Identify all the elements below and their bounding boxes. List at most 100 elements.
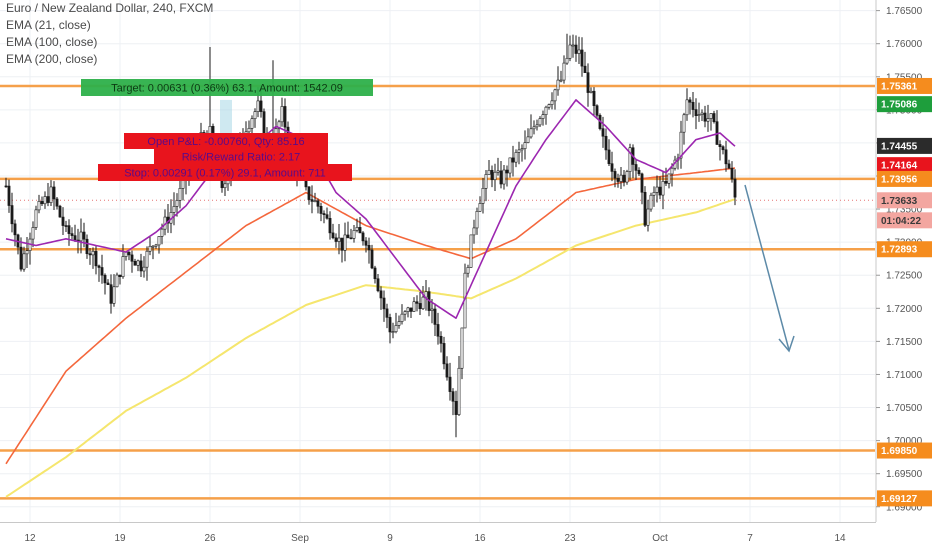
candle-body bbox=[694, 109, 698, 116]
candle-body bbox=[46, 196, 50, 203]
ema100-path[interactable] bbox=[5, 167, 736, 465]
ema21-path[interactable] bbox=[5, 99, 736, 319]
price-tick-label: 1.71000 bbox=[886, 370, 923, 381]
price-tick-label: 1.70500 bbox=[886, 403, 923, 414]
candle-body bbox=[475, 211, 479, 229]
candle-body bbox=[691, 101, 695, 110]
price-tag-bg bbox=[877, 212, 932, 229]
candle-body bbox=[22, 253, 26, 270]
price-tick-label: 1.76500 bbox=[886, 6, 923, 17]
candle-body bbox=[469, 234, 473, 268]
legend-ema100[interactable]: EMA (100, close) bbox=[6, 35, 98, 49]
candle-body bbox=[625, 171, 629, 183]
price-tag-label: 1.73633 bbox=[881, 196, 918, 207]
time-axis[interactable]: 12 19 26 Sep 9 16 23 Oct 7 14 bbox=[0, 522, 876, 550]
candle-body bbox=[490, 169, 494, 181]
candle-body bbox=[358, 227, 362, 234]
price-tick-label: 1.70000 bbox=[886, 436, 923, 447]
time-tick-label: 19 bbox=[114, 533, 126, 544]
candle-body bbox=[355, 227, 359, 231]
candle-body bbox=[139, 260, 143, 272]
candle-body bbox=[517, 149, 521, 153]
time-tick-label: 26 bbox=[204, 533, 216, 544]
candle-body bbox=[664, 181, 668, 184]
candle-body bbox=[652, 192, 656, 196]
candle-body bbox=[172, 206, 176, 213]
candle-body bbox=[415, 301, 419, 304]
price-tick-label: 1.69000 bbox=[886, 502, 923, 513]
candle-body bbox=[412, 301, 416, 312]
candle-body bbox=[493, 171, 497, 181]
price-tag-label: 1.73956 bbox=[881, 174, 918, 185]
candle-body bbox=[382, 297, 386, 310]
ema200-path[interactable] bbox=[5, 198, 736, 498]
candle-body bbox=[337, 237, 341, 242]
price-tag-bg bbox=[877, 192, 932, 209]
candle-body bbox=[655, 186, 659, 193]
position-shading bbox=[220, 99, 232, 140]
candle-body bbox=[487, 169, 491, 175]
price-tag-bg bbox=[877, 241, 932, 258]
candle-body bbox=[634, 164, 638, 171]
candle-body bbox=[589, 90, 593, 93]
candle-body bbox=[532, 126, 536, 130]
candle-body bbox=[223, 183, 227, 189]
candle-body bbox=[145, 250, 149, 268]
candle-body bbox=[547, 104, 551, 108]
price-axis[interactable]: 1.765001.760001.755001.750001.745001.740… bbox=[875, 0, 932, 550]
candle-body bbox=[97, 265, 101, 268]
target-label: Target: 0.00631 (0.36%) 63.1, Amount: 15… bbox=[111, 83, 343, 95]
candle-body bbox=[667, 173, 671, 184]
candle-body bbox=[610, 163, 614, 172]
price-tick-label: 1.72000 bbox=[886, 304, 923, 315]
candle-body bbox=[34, 209, 38, 228]
candle-body bbox=[121, 256, 125, 277]
candle-body bbox=[445, 363, 449, 378]
candle-body bbox=[481, 188, 485, 204]
projection-arrow[interactable] bbox=[744, 184, 795, 353]
candle-body bbox=[421, 296, 425, 310]
candle-body bbox=[316, 200, 320, 207]
candle-body bbox=[640, 173, 644, 193]
chart-title[interactable]: Euro / New Zealand Dollar, 240, FXCM bbox=[6, 1, 214, 15]
candle-body bbox=[556, 79, 560, 91]
legend-ema21[interactable]: EMA (21, close) bbox=[6, 18, 91, 32]
candle-body bbox=[262, 111, 266, 137]
price-tick-label: 1.76000 bbox=[886, 39, 923, 50]
candle-body bbox=[256, 100, 260, 112]
candle-body bbox=[154, 244, 158, 247]
candle-body bbox=[52, 186, 56, 200]
candle-body bbox=[700, 112, 704, 115]
price-tag-label: 1.74164 bbox=[881, 161, 918, 172]
legend-ema200[interactable]: EMA (200, close) bbox=[6, 52, 98, 66]
stop-box[interactable]: Open P&L: -0.00760, Qty: 85.16 Risk/Rewa… bbox=[98, 133, 352, 181]
candle-body bbox=[601, 128, 605, 137]
candle-body bbox=[58, 205, 62, 218]
candle-body bbox=[370, 249, 374, 269]
candle-body bbox=[484, 174, 488, 189]
candle-body bbox=[361, 232, 365, 242]
price-tag-bg bbox=[877, 170, 932, 187]
candle-body bbox=[727, 163, 731, 169]
candle-body bbox=[160, 228, 164, 237]
candle-body bbox=[277, 121, 281, 130]
candle-body bbox=[649, 194, 653, 210]
candle-body bbox=[703, 112, 707, 122]
candle-body bbox=[526, 136, 530, 143]
price-tag-bg bbox=[877, 442, 932, 459]
candle-body bbox=[133, 260, 137, 266]
candle-body bbox=[40, 201, 44, 205]
candle-body bbox=[637, 170, 641, 175]
candle-body bbox=[391, 331, 395, 334]
price-tags: 1.75361 1.75086 1.74455 1.74164 1.73956 1.736… bbox=[877, 77, 932, 507]
candle-body bbox=[583, 65, 587, 73]
price-tag-label: 01:04:22 bbox=[881, 216, 921, 227]
candle-body bbox=[175, 200, 179, 207]
time-tick-label: Oct bbox=[652, 533, 668, 544]
target-box[interactable]: Target: 0.00631 (0.36%) 63.1, Amount: 15… bbox=[81, 79, 373, 96]
price-tick-label: 1.75500 bbox=[886, 72, 923, 83]
candle-body bbox=[592, 90, 596, 106]
candle-body bbox=[730, 167, 734, 180]
candle-body bbox=[106, 282, 110, 285]
